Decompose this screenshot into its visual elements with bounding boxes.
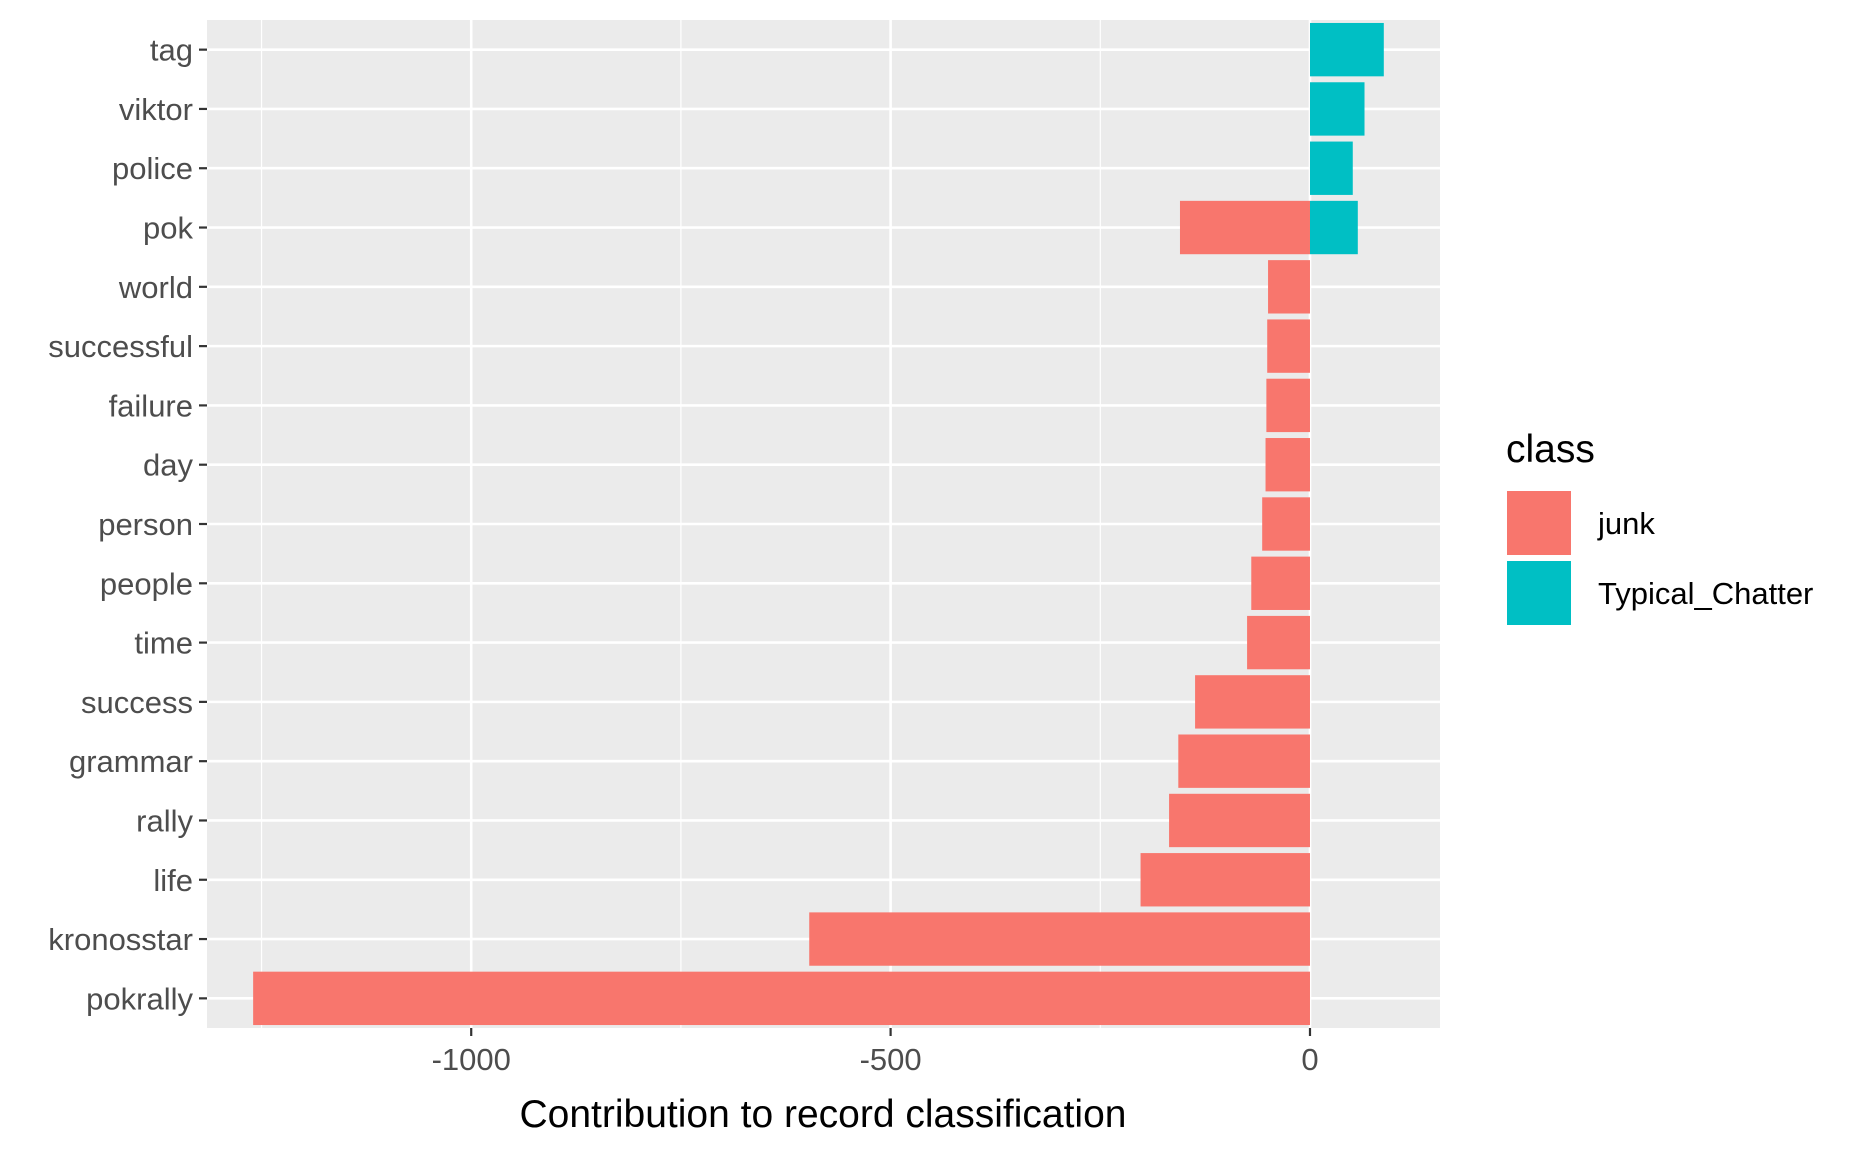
x-axis: -1000 -500 0 <box>432 1028 1319 1077</box>
bar-pok-junk <box>1179 200 1310 255</box>
y-tick-label: success <box>81 685 193 720</box>
y-tick-label: world <box>118 270 193 305</box>
bar-time-junk <box>1247 615 1310 670</box>
bar-kronosstar-junk <box>809 912 1310 966</box>
y-tick-label: pokrally <box>86 981 193 1016</box>
bar-success-junk <box>1195 675 1310 729</box>
bar-grammar-junk <box>1178 734 1310 788</box>
y-tick-label: pok <box>143 211 193 246</box>
y-tick-label: kronosstar <box>48 922 193 957</box>
y-tick-label: people <box>100 566 193 601</box>
bar-tag-typical-chatter <box>1309 22 1384 77</box>
bar-pokrally-junk <box>253 971 1310 1026</box>
bar-pok-typical-chatter <box>1309 200 1358 255</box>
x-tick-label: -1000 <box>432 1042 511 1077</box>
bars <box>253 22 1384 1026</box>
legend-swatch-typical-chatter <box>1505 559 1573 627</box>
legend-swatch-junk <box>1505 489 1573 557</box>
y-tick-label: time <box>134 626 193 661</box>
legend-label: junk <box>1597 506 1655 541</box>
y-tick-label: rally <box>136 803 193 838</box>
y-tick-label: life <box>153 863 193 898</box>
y-tick-label: failure <box>109 388 193 423</box>
bar-failure-junk <box>1266 378 1310 433</box>
x-tick-label: 0 <box>1301 1042 1318 1077</box>
y-tick-label: grammar <box>69 744 193 779</box>
bar-life-junk <box>1140 853 1310 907</box>
bar-rally-junk <box>1169 793 1310 848</box>
y-tick-label: police <box>112 151 193 186</box>
y-tick-label: tag <box>150 33 193 68</box>
bar-police-typical-chatter <box>1309 141 1353 195</box>
legend-items: junk Typical_Chatter <box>1505 489 1813 627</box>
legend-title: class <box>1506 428 1595 471</box>
legend: class junk Typical_Chatter <box>1505 428 1813 627</box>
x-tick-label: -500 <box>860 1042 922 1077</box>
bar-day-junk <box>1265 438 1310 492</box>
y-tick-label: successful <box>48 329 193 364</box>
bar-people-junk <box>1251 556 1310 610</box>
bar-successful-junk <box>1267 319 1310 373</box>
y-tick-label: viktor <box>119 92 193 127</box>
bar-world-junk <box>1268 260 1310 314</box>
y-tick-label: day <box>143 448 193 483</box>
legend-label: Typical_Chatter <box>1598 576 1813 611</box>
bar-viktor-typical-chatter <box>1309 82 1365 136</box>
y-axis: tag viktor police pok world successful failure… <box>48 33 207 1016</box>
y-tick-label: person <box>98 507 193 542</box>
bar-person-junk <box>1262 497 1310 551</box>
x-axis-title: Contribution to record classification <box>520 1093 1127 1136</box>
